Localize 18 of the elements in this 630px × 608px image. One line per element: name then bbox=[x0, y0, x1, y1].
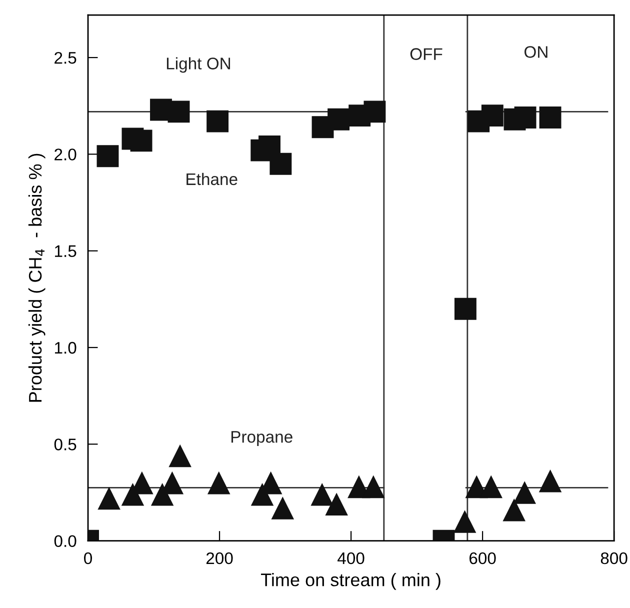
y-tick-label: 0.0 bbox=[54, 535, 76, 548]
x-axis-title: Time on stream ( min ) bbox=[260, 573, 440, 590]
x-tick-label: 600 bbox=[469, 552, 496, 564]
annotation: OFF bbox=[410, 48, 442, 60]
annotation: Propane bbox=[231, 431, 292, 446]
y-tick-label: 2.5 bbox=[54, 52, 76, 64]
y-tick-label: 1.5 bbox=[55, 245, 76, 258]
annotation: Ethane bbox=[186, 172, 238, 186]
y-tick-label: 1.0 bbox=[55, 342, 76, 354]
annotation: Light ON bbox=[166, 57, 230, 73]
y-axis-title: Product yield ( CH$_{4}$ - basis % ) bbox=[28, 154, 46, 402]
x-tick-label: 0 bbox=[84, 552, 92, 564]
x-tick-label: 200 bbox=[206, 552, 233, 564]
x-tick-label: 400 bbox=[338, 552, 364, 564]
y-tick-label: 2.0 bbox=[54, 148, 76, 160]
y-tick-label: 0.5 bbox=[54, 438, 76, 450]
annotation: ON bbox=[524, 46, 548, 58]
x-tick-label: 800 bbox=[600, 552, 628, 564]
